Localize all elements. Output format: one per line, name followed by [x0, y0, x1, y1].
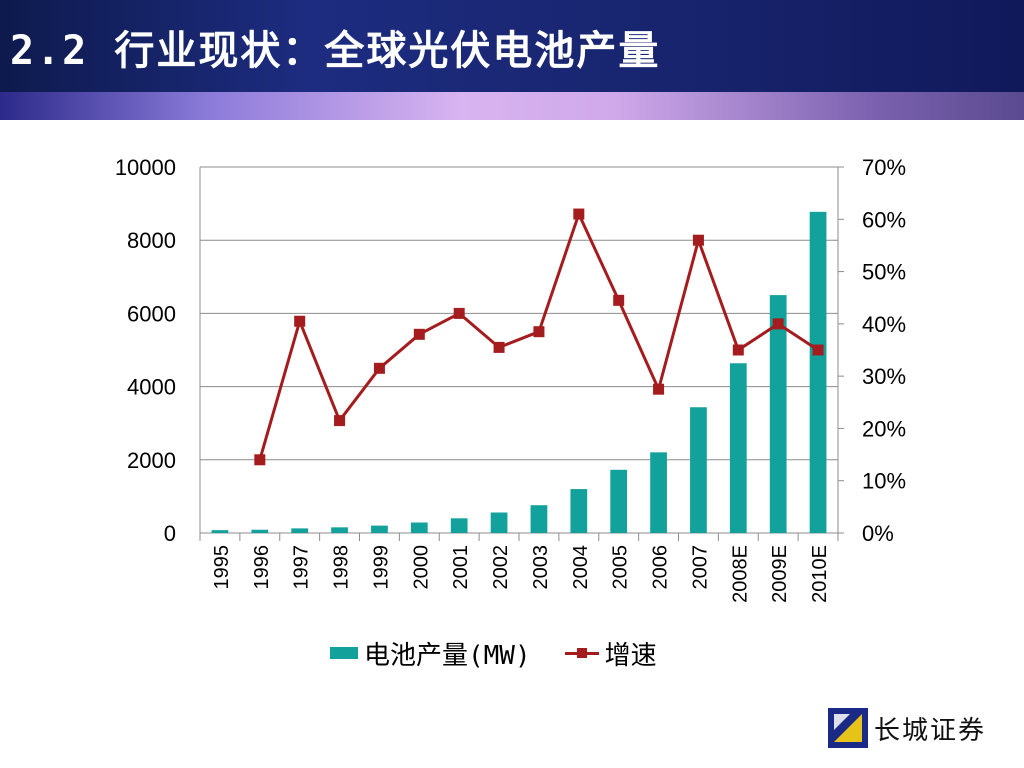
bar-production [291, 528, 309, 533]
growth-marker [373, 362, 385, 374]
growth-marker [413, 328, 425, 340]
production-growth-chart: 0 2000 4000 6000 8000 10000 0% 10% 20% 30% 40% 50% 6… [115, 155, 906, 603]
growth-marker [653, 383, 665, 395]
y-right-tick-label: 0% [862, 521, 894, 546]
y-left-tick-label: 2000 [127, 448, 176, 473]
legend-bar-label: 电池产量(MW) [364, 640, 531, 671]
x-tick-label: 2006 [650, 545, 672, 590]
growth-marker [692, 234, 704, 246]
x-tick-label: 2000 [410, 545, 432, 590]
slide-title: 2.2 行业现状：全球光伏电池产量 [10, 28, 661, 74]
growth-marker [294, 315, 306, 327]
bar-production [371, 525, 388, 533]
growth-marker [533, 326, 545, 338]
x-tick-label: 1996 [251, 545, 273, 590]
bar-production [251, 529, 269, 533]
bar-production [450, 518, 468, 533]
growth-marker [613, 294, 625, 306]
company-logo: 长城证券 [828, 708, 986, 748]
y-right-tick-label: 20% [862, 416, 906, 441]
bar-production [610, 469, 628, 533]
bar-production [211, 530, 229, 533]
y-left-tick-label: 6000 [127, 301, 176, 326]
bar-production [530, 505, 548, 533]
x-tick-label: 2008E [729, 545, 751, 603]
legend-bar-swatch [330, 647, 358, 659]
x-tick-label: 1998 [331, 545, 353, 590]
y-right-tick-label: 10% [862, 469, 906, 494]
growth-marker [812, 344, 824, 356]
x-tick-label: 1995 [211, 545, 233, 590]
bar-production [729, 363, 747, 533]
y-right-tick-label: 70% [862, 155, 906, 180]
bar-production [570, 489, 588, 533]
x-tick-label: 2005 [610, 545, 632, 590]
growth-marker [334, 415, 346, 427]
x-tick-label: 2007 [689, 545, 711, 590]
y-right-tick-label: 50% [862, 260, 906, 285]
x-tick-label: 2010E [809, 545, 831, 603]
chart-legend: 电池产量(MW) 增速 [330, 638, 657, 671]
growth-marker [453, 307, 465, 319]
growth-marker [732, 344, 744, 356]
growth-marker [493, 341, 505, 353]
bar-production [490, 512, 508, 533]
y-left-tick-label: 8000 [127, 228, 176, 253]
y-left-tick-label: 0 [164, 521, 176, 546]
x-tick-label: 2001 [450, 545, 472, 590]
company-name: 长城证券 [874, 715, 987, 746]
bar-production [690, 407, 707, 533]
y-right-tick-label: 60% [862, 207, 906, 232]
great-wall-logo-icon [828, 708, 868, 748]
header-decorative-band [0, 92, 1024, 120]
bar-production [769, 295, 787, 533]
bar-production [410, 522, 428, 533]
y-left-tick-label: 10000 [115, 155, 176, 180]
y-right-tick-label: 30% [862, 364, 906, 389]
x-tick-label: 2002 [490, 545, 512, 590]
x-tick-label: 1997 [291, 545, 313, 590]
y-right-tick-label: 40% [862, 312, 906, 337]
legend-line-label: 增速 [604, 640, 657, 671]
growth-marker [573, 208, 585, 220]
growth-marker [772, 318, 784, 330]
legend-line-swatch [564, 647, 599, 659]
bar-production [650, 452, 667, 533]
x-tick-label: 2003 [530, 545, 552, 590]
bar-production [809, 211, 827, 533]
x-tick-label: 2009E [769, 545, 791, 603]
slide-header: 2.2 行业现状：全球光伏电池产量 [0, 0, 1024, 92]
growth-marker [254, 454, 266, 466]
bar-production [331, 527, 348, 533]
x-tick-label: 2004 [570, 545, 592, 590]
x-tick-label: 1999 [370, 545, 392, 590]
y-left-tick-label: 4000 [127, 375, 176, 400]
